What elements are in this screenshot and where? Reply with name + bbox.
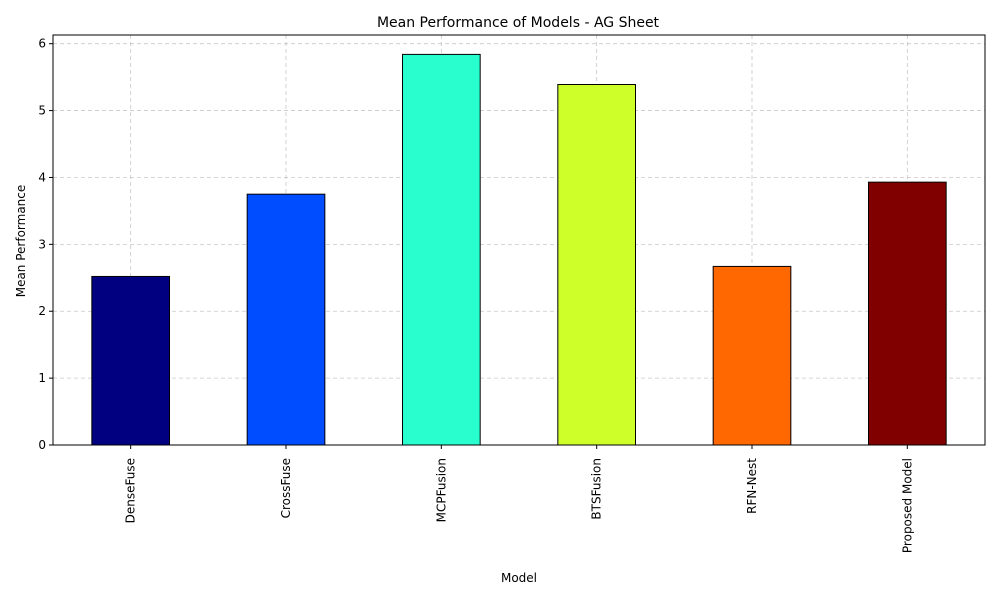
y-tick-label: 6 — [38, 37, 46, 51]
y-tick-label: 0 — [38, 438, 46, 452]
y-axis: 0 1 2 3 4 5 6 — [38, 37, 53, 452]
x-axis-label: Model — [501, 571, 537, 585]
x-tick-label: DenseFuse — [124, 458, 138, 523]
x-tick-label: Proposed Model — [900, 458, 914, 553]
x-tick-label: CrossFuse — [279, 458, 293, 518]
y-tick-label: 3 — [38, 237, 46, 251]
bar-proposed-model — [868, 181, 947, 446]
plot-frame — [52, 34, 986, 446]
y-tick-label: 5 — [38, 104, 46, 118]
bar-btsfusion — [557, 83, 636, 446]
bar-densefuse — [91, 275, 170, 446]
x-tick-label: RFN-Nest — [745, 458, 759, 514]
bar-crossfuse — [246, 193, 326, 446]
bar-rfn-nest — [712, 265, 792, 446]
y-tick-label: 2 — [38, 304, 46, 318]
y-tick-label: 4 — [38, 170, 46, 184]
bars — [91, 53, 947, 446]
y-axis-label: Mean Performance — [14, 185, 28, 298]
bar-mcpfusion — [402, 53, 481, 446]
x-axis: DenseFuse CrossFuse MCPFusion BTSFusion RFN-… — [124, 445, 914, 553]
x-tick-label: BTSFusion — [590, 458, 604, 520]
x-tick-label: MCPFusion — [434, 458, 448, 522]
chart-title: Mean Performance of Models - AG Sheet — [377, 15, 660, 31]
y-tick-label: 1 — [38, 371, 46, 385]
